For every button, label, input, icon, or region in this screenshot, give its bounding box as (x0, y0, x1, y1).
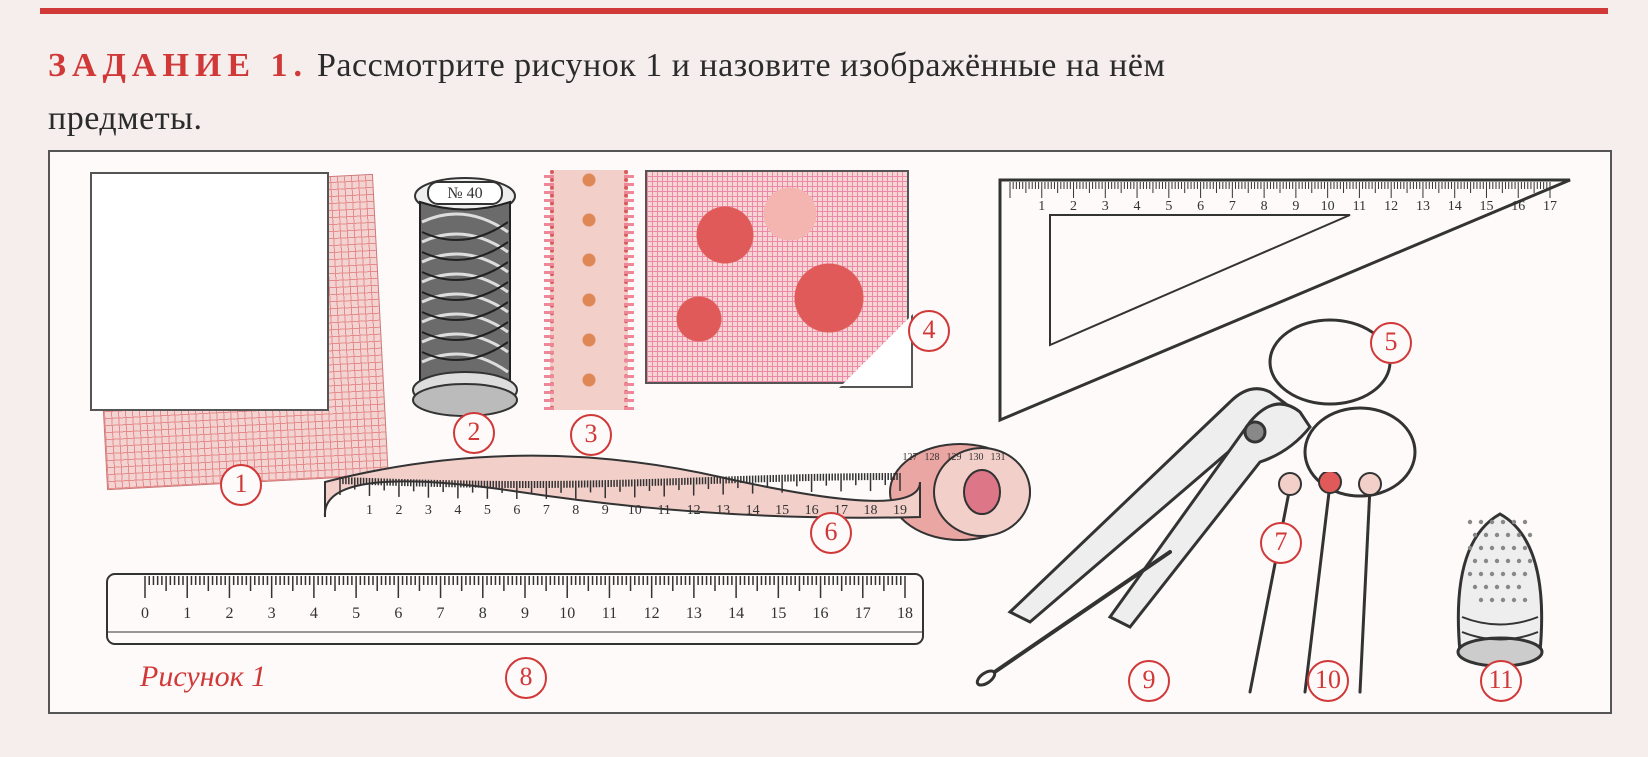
label-10: 10 (1307, 660, 1349, 702)
svg-text:6: 6 (513, 503, 520, 518)
label-1: 1 (220, 464, 262, 506)
svg-text:9: 9 (602, 503, 609, 518)
svg-text:12: 12 (644, 605, 660, 622)
svg-text:10: 10 (628, 503, 642, 518)
svg-text:14: 14 (1448, 199, 1462, 214)
svg-text:12: 12 (687, 503, 701, 518)
svg-text:1: 1 (366, 503, 373, 518)
figure-caption: Рисунок 1 (140, 660, 266, 694)
svg-text:18: 18 (864, 503, 878, 518)
svg-text:3: 3 (268, 605, 276, 622)
item-patterned-fabric (645, 170, 905, 380)
label-8: 8 (505, 657, 547, 699)
item-lace-ribbon (550, 170, 628, 410)
svg-text:14: 14 (728, 605, 744, 622)
svg-text:11: 11 (1353, 199, 1366, 214)
item-thimble (1440, 502, 1560, 672)
svg-text:15: 15 (775, 503, 789, 518)
svg-text:129: 129 (947, 452, 962, 463)
figure-frame: № 40 (48, 150, 1612, 714)
item-measuring-tape: 127128129130131 123456789101112131415161… (320, 422, 1060, 542)
svg-text:15: 15 (770, 605, 786, 622)
svg-text:8: 8 (1261, 199, 1268, 214)
task-text: ЗАДАНИЕ 1. Рассмотрите рисунок 1 и назов… (48, 40, 1608, 145)
white-sheet (90, 172, 329, 411)
svg-text:4: 4 (454, 503, 461, 518)
svg-text:11: 11 (657, 503, 670, 518)
svg-text:15: 15 (1479, 199, 1493, 214)
svg-text:7: 7 (437, 605, 445, 622)
svg-text:11: 11 (602, 605, 617, 622)
svg-text:17: 17 (1543, 199, 1557, 214)
svg-text:9: 9 (521, 605, 529, 622)
label-11: 11 (1480, 660, 1522, 702)
svg-text:130: 130 (969, 452, 984, 463)
svg-text:5: 5 (1165, 199, 1172, 214)
label-6: 6 (810, 512, 852, 554)
svg-text:16: 16 (805, 503, 819, 518)
svg-text:0: 0 (141, 605, 149, 622)
svg-text:13: 13 (716, 503, 730, 518)
label-9: 9 (1128, 660, 1170, 702)
svg-text:6: 6 (1197, 199, 1204, 214)
fabric-body (645, 170, 909, 384)
item-ruler: 0123456789101112131415161718 (105, 572, 925, 652)
label-7: 7 (1260, 522, 1302, 564)
svg-text:5: 5 (352, 605, 360, 622)
svg-text:128: 128 (925, 452, 940, 463)
svg-text:4: 4 (1134, 199, 1141, 214)
svg-text:19: 19 (893, 503, 907, 518)
svg-text:9: 9 (1292, 199, 1299, 214)
svg-text:5: 5 (484, 503, 491, 518)
svg-text:1: 1 (1038, 199, 1045, 214)
task-line-b: предметы. (48, 100, 202, 137)
svg-text:2: 2 (1070, 199, 1077, 214)
svg-text:4: 4 (310, 605, 318, 622)
item-thread-spool: № 40 (400, 172, 530, 422)
svg-text:14: 14 (746, 503, 760, 518)
label-4: 4 (908, 310, 950, 352)
svg-text:6: 6 (394, 605, 402, 622)
svg-text:13: 13 (1416, 199, 1430, 214)
svg-text:8: 8 (479, 605, 487, 622)
task-line-a: Рассмотрите рисунок 1 и назовите изображ… (317, 47, 1165, 84)
svg-text:10: 10 (559, 605, 575, 622)
item-pins (1220, 472, 1400, 702)
svg-text:12: 12 (1384, 199, 1398, 214)
label-2: 2 (453, 412, 495, 454)
svg-text:2: 2 (225, 605, 233, 622)
svg-text:3: 3 (1102, 199, 1109, 214)
svg-text:3: 3 (425, 503, 432, 518)
svg-text:7: 7 (543, 503, 550, 518)
svg-text:127: 127 (903, 452, 918, 463)
label-5: 5 (1370, 322, 1412, 364)
svg-text:1: 1 (183, 605, 191, 622)
svg-text:8: 8 (572, 503, 579, 518)
task-label: ЗАДАНИЕ 1. (48, 47, 308, 84)
label-3: 3 (570, 414, 612, 456)
svg-text:13: 13 (686, 605, 702, 622)
svg-text:18: 18 (897, 605, 913, 622)
svg-text:10: 10 (1321, 199, 1335, 214)
svg-text:16: 16 (1511, 199, 1525, 214)
svg-text:17: 17 (855, 605, 871, 622)
svg-text:16: 16 (813, 605, 829, 622)
svg-text:7: 7 (1229, 199, 1236, 214)
top-rule (40, 8, 1608, 14)
svg-text:2: 2 (395, 503, 402, 518)
spool-size-label: № 40 (447, 185, 482, 202)
